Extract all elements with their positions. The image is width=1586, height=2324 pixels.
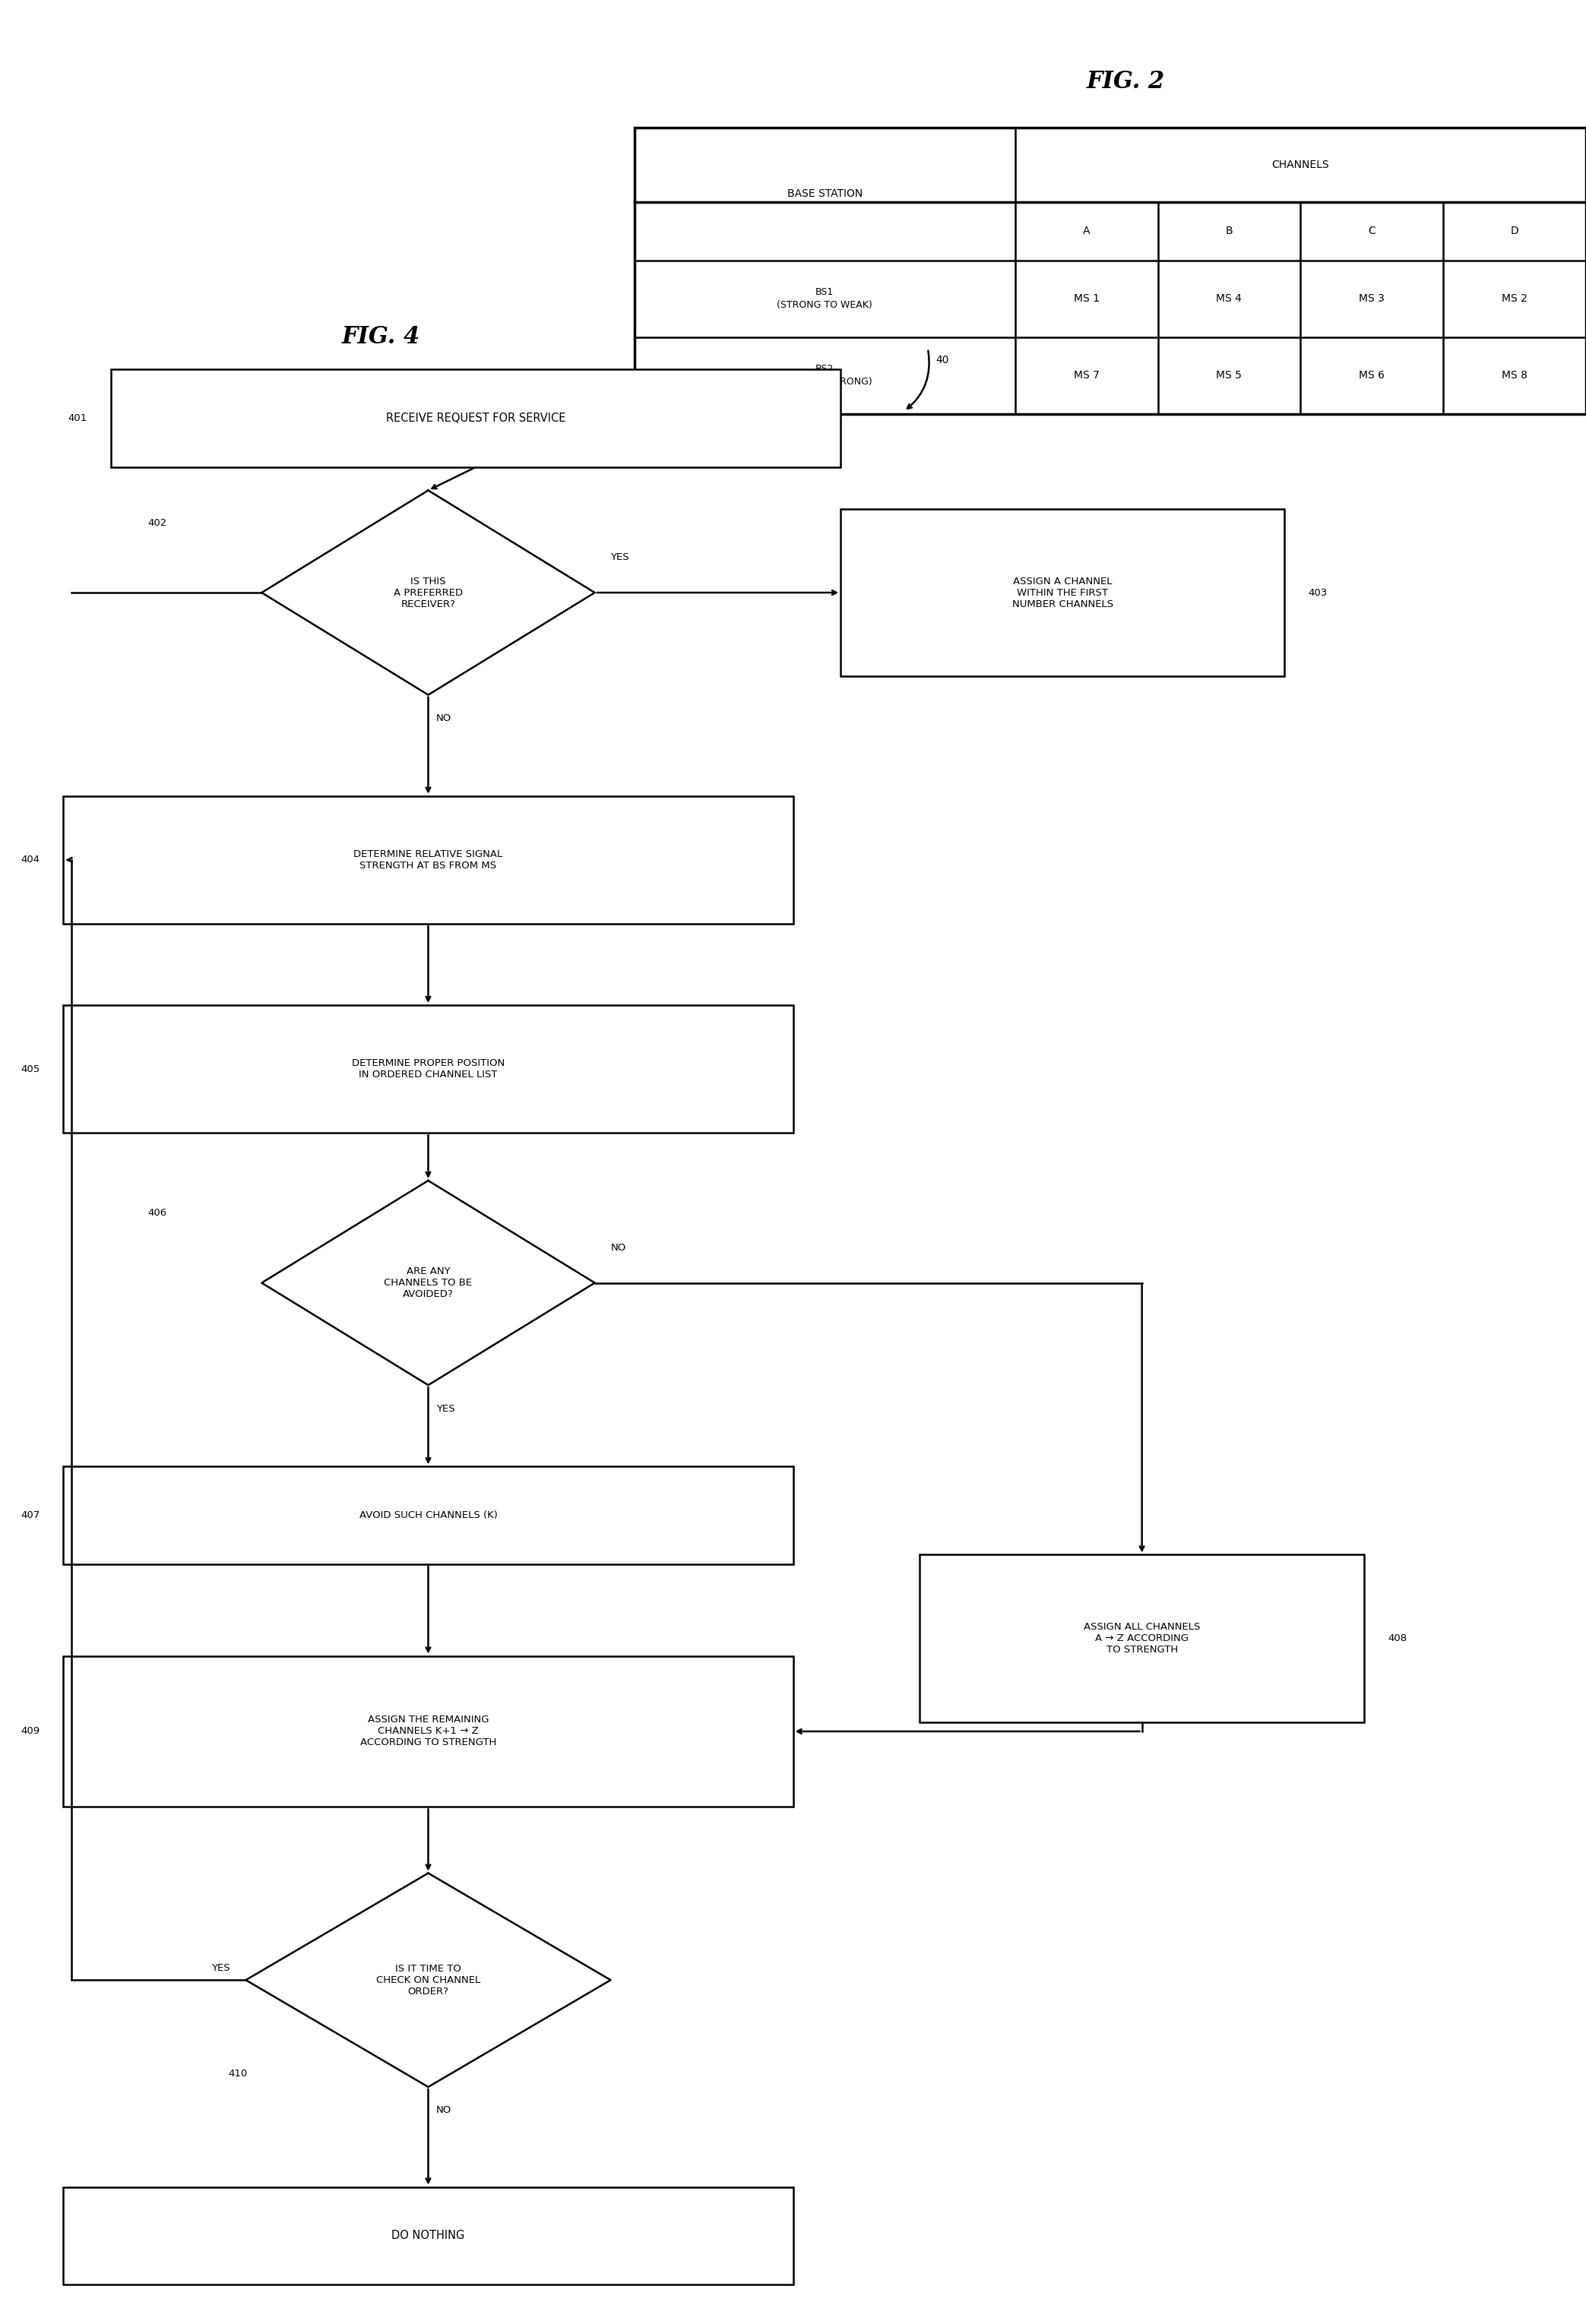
Text: DETERMINE RELATIVE SIGNAL
STRENGTH AT BS FROM MS: DETERMINE RELATIVE SIGNAL STRENGTH AT BS… (354, 848, 503, 872)
Text: IS THIS
A PREFERRED
RECEIVER?: IS THIS A PREFERRED RECEIVER? (393, 576, 463, 609)
Text: MS 5: MS 5 (1216, 370, 1242, 381)
Text: ASSIGN THE REMAINING
CHANNELS K+1 → Z
ACCORDING TO STRENGTH: ASSIGN THE REMAINING CHANNELS K+1 → Z AC… (360, 1715, 496, 1748)
Text: BS2
(WEAK TO STRONG): BS2 (WEAK TO STRONG) (777, 365, 872, 386)
Text: 401: 401 (68, 414, 87, 423)
Text: FIG. 2: FIG. 2 (1086, 70, 1166, 93)
Polygon shape (262, 490, 595, 695)
Text: MS 4: MS 4 (1216, 293, 1242, 304)
Text: A: A (1083, 225, 1090, 237)
Bar (63, 1004, 793, 1132)
Text: YES: YES (611, 553, 630, 562)
Bar (63, 795, 793, 923)
Text: 403: 403 (1308, 588, 1327, 597)
Text: ARE ANY
CHANNELS TO BE
AVOIDED?: ARE ANY CHANNELS TO BE AVOIDED? (384, 1267, 473, 1299)
Text: YES: YES (211, 1964, 230, 1973)
Text: FIG. 4: FIG. 4 (341, 325, 420, 349)
Text: D: D (1510, 225, 1519, 237)
Text: DETERMINE PROPER POSITION
IN ORDERED CHANNEL LIST: DETERMINE PROPER POSITION IN ORDERED CHA… (352, 1057, 504, 1081)
Bar (63, 2187, 793, 2284)
Text: IS IT TIME TO
CHECK ON CHANNEL
ORDER?: IS IT TIME TO CHECK ON CHANNEL ORDER? (376, 1964, 481, 1996)
Text: BASE STATION: BASE STATION (787, 188, 863, 200)
Text: 410: 410 (228, 2068, 247, 2078)
Text: C: C (1369, 225, 1375, 237)
Bar (63, 1466, 793, 1564)
Text: 404: 404 (21, 855, 40, 865)
Text: AVOID SUCH CHANNELS (K): AVOID SUCH CHANNELS (K) (358, 1511, 498, 1520)
Polygon shape (246, 1873, 611, 2087)
Text: NO: NO (436, 2106, 452, 2115)
Text: RECEIVE REQUEST FOR SERVICE: RECEIVE REQUEST FOR SERVICE (385, 414, 566, 423)
Text: 405: 405 (21, 1064, 40, 1074)
Text: ASSIGN A CHANNEL
WITHIN THE FIRST
NUMBER CHANNELS: ASSIGN A CHANNEL WITHIN THE FIRST NUMBER… (1012, 576, 1113, 609)
Bar (63, 1655, 793, 1808)
Bar (841, 509, 1285, 676)
Text: MS 6: MS 6 (1359, 370, 1385, 381)
Text: 402: 402 (147, 518, 167, 528)
Text: BS1
(STRONG TO WEAK): BS1 (STRONG TO WEAK) (777, 288, 872, 309)
Text: CHANNELS: CHANNELS (1272, 160, 1329, 170)
Text: 409: 409 (21, 1727, 40, 1736)
Text: MS 3: MS 3 (1359, 293, 1385, 304)
Text: DO NOTHING: DO NOTHING (392, 2231, 465, 2240)
Text: MS 1: MS 1 (1074, 293, 1099, 304)
Text: YES: YES (436, 1404, 455, 1413)
Text: 407: 407 (21, 1511, 40, 1520)
Text: MS 8: MS 8 (1502, 370, 1527, 381)
Text: 40: 40 (936, 356, 948, 365)
Text: MS 2: MS 2 (1502, 293, 1527, 304)
Polygon shape (262, 1181, 595, 1385)
Text: MS 7: MS 7 (1074, 370, 1099, 381)
Bar (634, 128, 1586, 414)
Text: B: B (1226, 225, 1232, 237)
Text: 406: 406 (147, 1208, 167, 1218)
Text: 408: 408 (1388, 1634, 1407, 1643)
Bar (920, 1555, 1364, 1722)
Text: NO: NO (436, 713, 452, 723)
Text: NO: NO (611, 1243, 626, 1253)
Bar (111, 370, 841, 467)
Text: ASSIGN ALL CHANNELS
A → Z ACCORDING
TO STRENGTH: ASSIGN ALL CHANNELS A → Z ACCORDING TO S… (1083, 1622, 1201, 1655)
